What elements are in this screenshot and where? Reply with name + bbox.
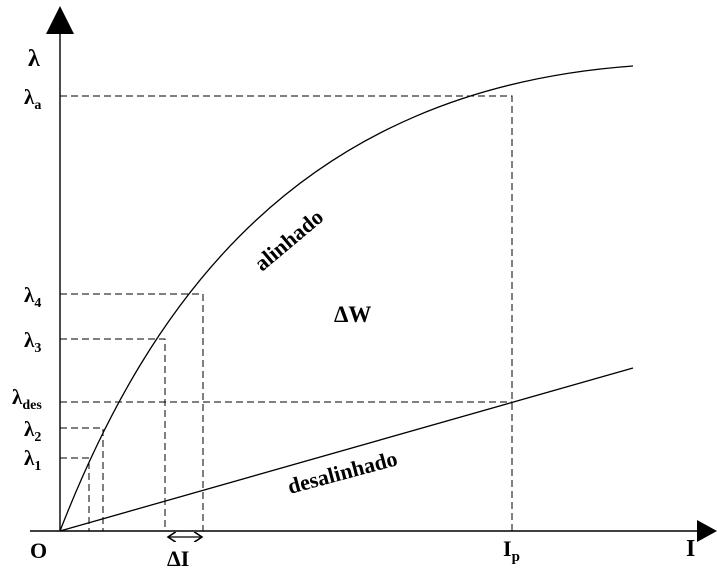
x-axis-label: I xyxy=(686,536,695,562)
aligned-curve-label: alinhado xyxy=(249,204,328,276)
tick-lambda-3: λ3 xyxy=(24,328,41,356)
unaligned-line xyxy=(59,367,634,532)
tick-lambda-1: λ1 xyxy=(24,446,41,474)
tick-lambda-des: λdes xyxy=(12,385,42,413)
tick-ip: Ip xyxy=(503,536,520,565)
guide-lambda-4 xyxy=(60,293,204,531)
x-axis-arrowhead xyxy=(697,520,717,542)
delta-i-label: ΔI xyxy=(167,546,189,569)
energy-area-label: ΔW xyxy=(334,302,371,327)
tick-lambda-4: λ4 xyxy=(24,283,41,311)
y-axis-label: λ xyxy=(28,46,40,72)
y-axis-arrowhead xyxy=(46,6,74,34)
guide-lambda-a xyxy=(60,95,513,531)
origin-label: O xyxy=(30,538,47,563)
guide-lambda-1 xyxy=(60,457,90,531)
guide-lambda-3 xyxy=(60,338,166,531)
tick-lambda-2: λ2 xyxy=(24,417,41,445)
guide-lambda-2 xyxy=(60,427,104,531)
unaligned-curve-label: desalinhado xyxy=(285,446,400,499)
tick-lambda-a: λa xyxy=(24,85,41,113)
